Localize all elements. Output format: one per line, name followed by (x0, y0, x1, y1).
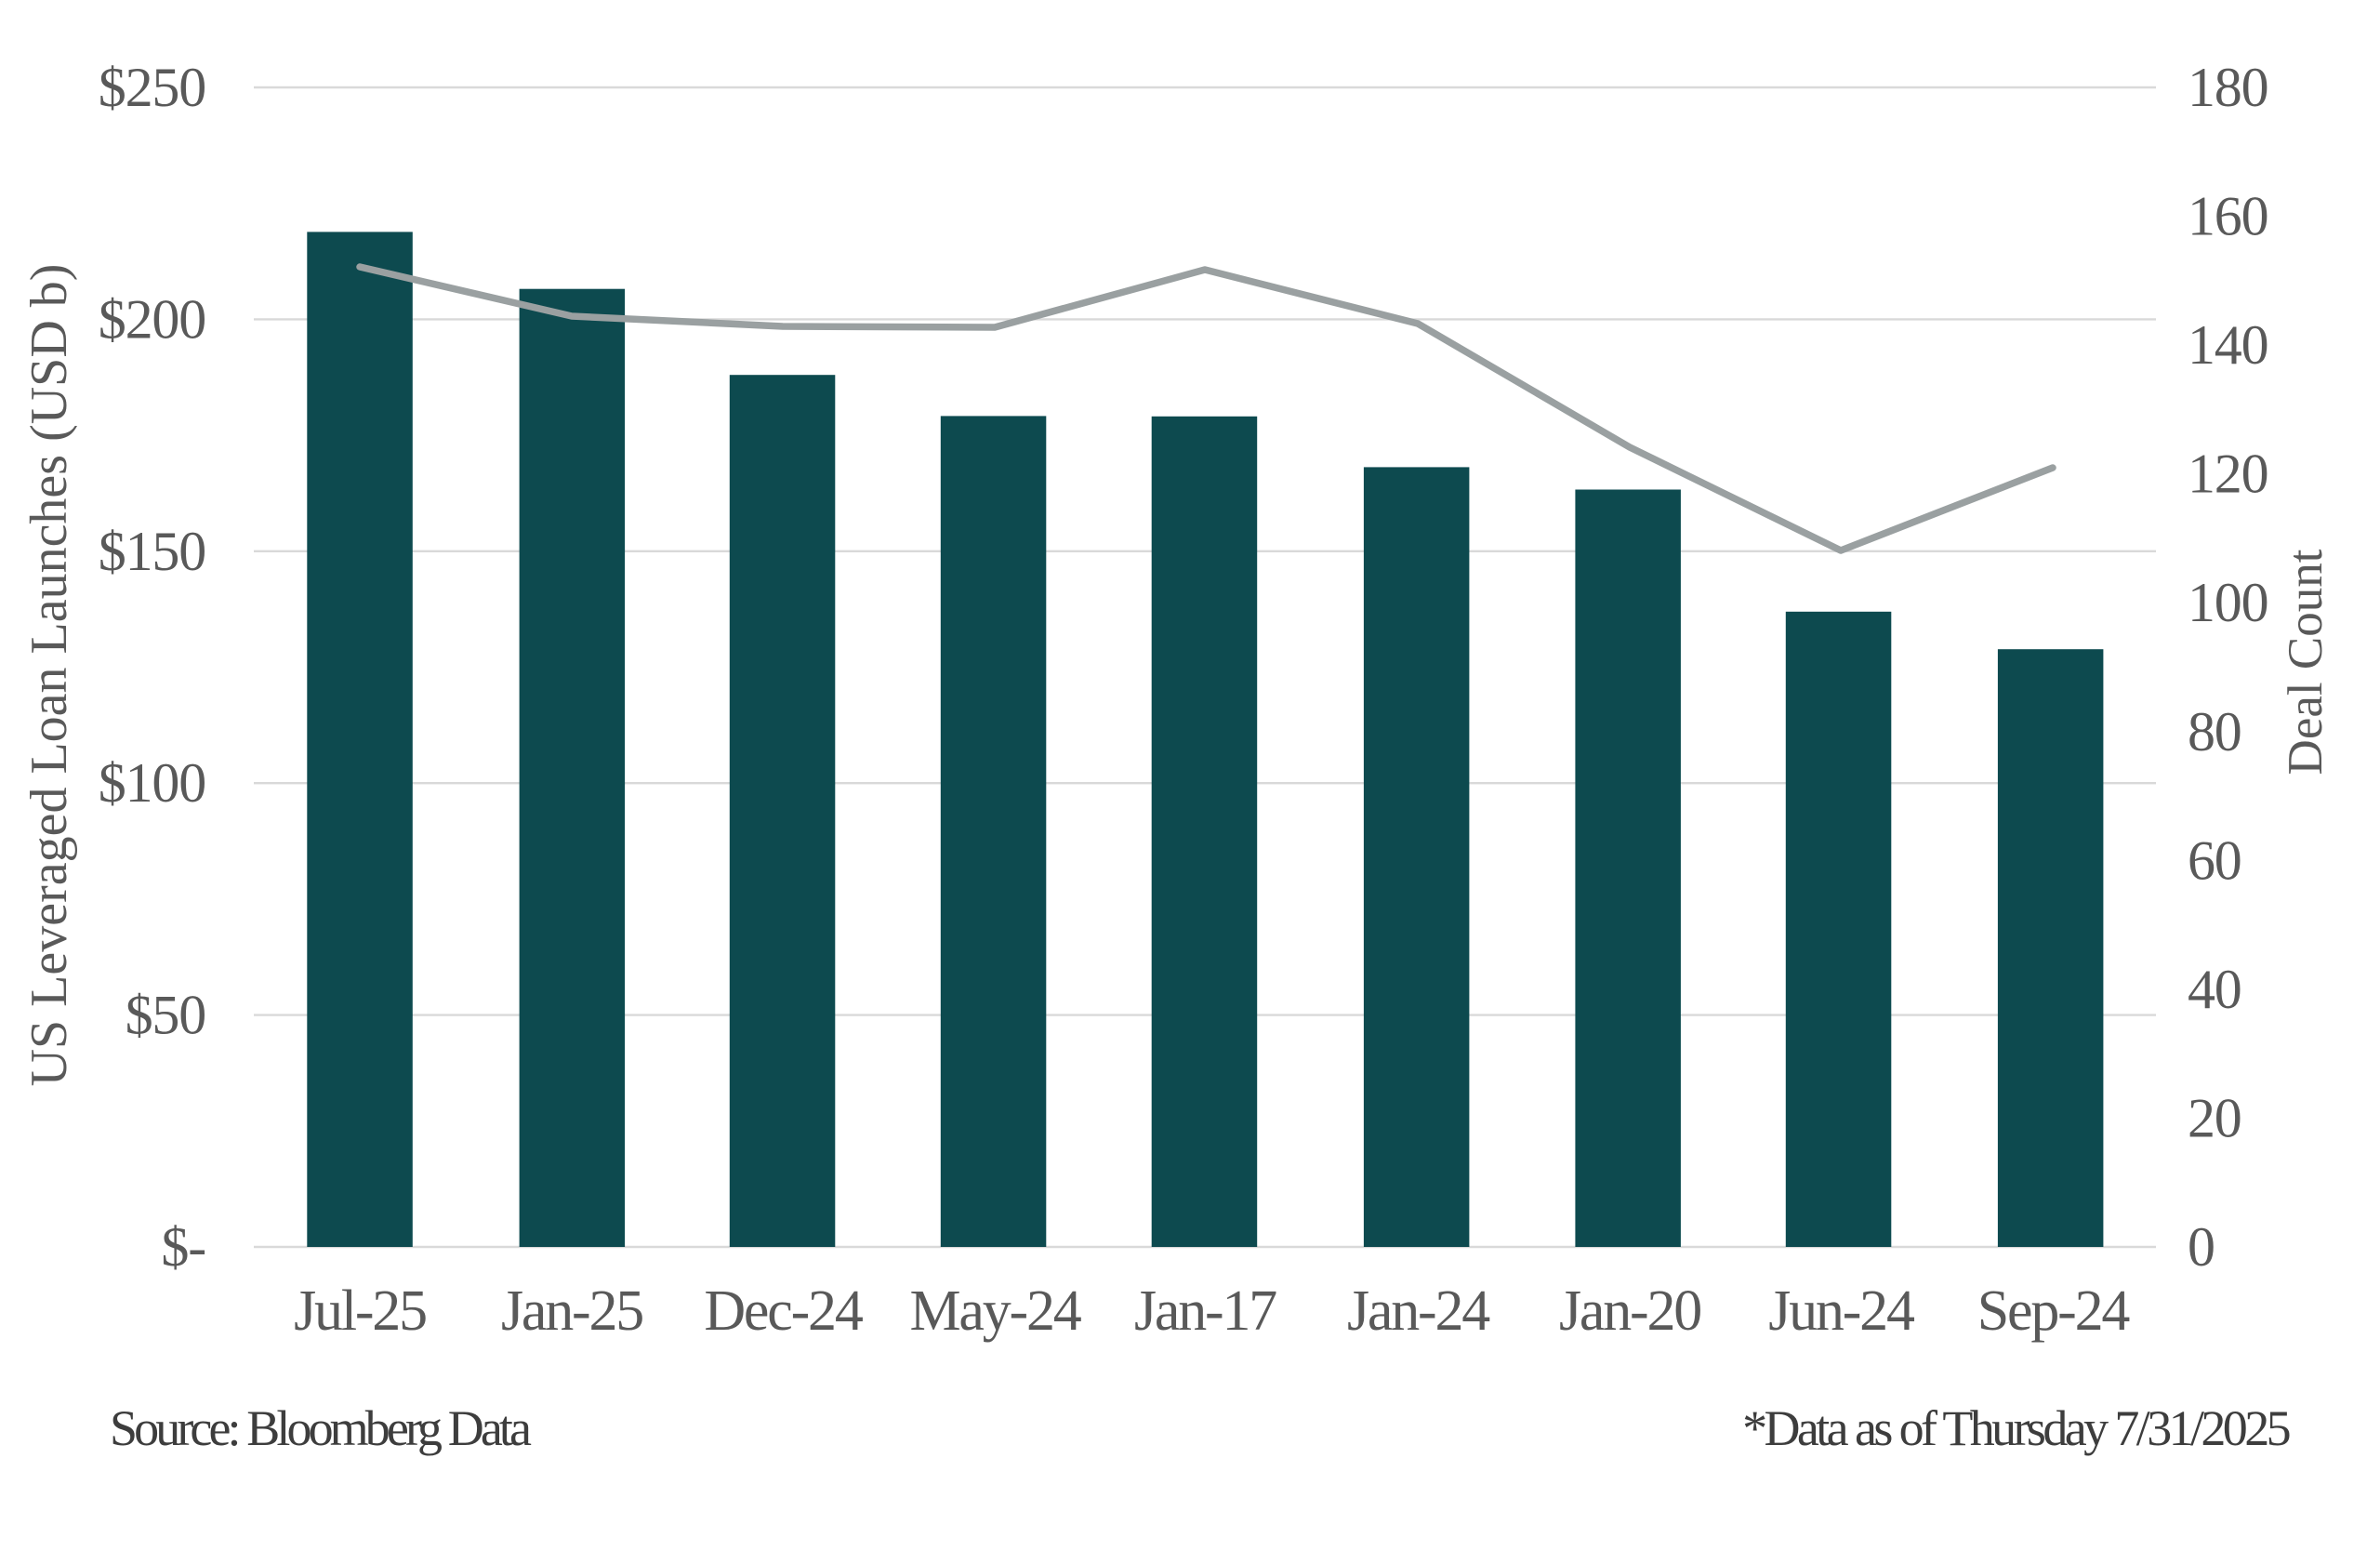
svg-text:20: 20 (2188, 1088, 2241, 1149)
svg-text:Jun-24: Jun-24 (1768, 1279, 1915, 1343)
svg-text:Jan-24: Jan-24 (1347, 1279, 1490, 1343)
svg-text:May-24: May-24 (909, 1279, 1081, 1343)
svg-text:100: 100 (2188, 572, 2268, 633)
svg-text:180: 180 (2188, 57, 2268, 118)
svg-text:$150: $150 (99, 521, 205, 582)
svg-text:140: 140 (2188, 314, 2268, 376)
svg-text:Source: Bloomberg Data: Source: Bloomberg Data (110, 1400, 532, 1456)
svg-text:Dec-24: Dec-24 (704, 1279, 863, 1343)
svg-text:US Leveraged Loan Launches (US: US Leveraged Loan Launches (USD b) (20, 264, 78, 1087)
svg-text:40: 40 (2188, 959, 2241, 1020)
svg-text:60: 60 (2188, 829, 2241, 891)
svg-text:80: 80 (2188, 701, 2241, 762)
svg-text:*Data as of Thursday 7/31/2025: *Data as of Thursday 7/31/2025 (1742, 1400, 2289, 1456)
svg-text:$50: $50 (126, 985, 205, 1046)
svg-text:Jan-20: Jan-20 (1559, 1279, 1700, 1343)
svg-text:$200: $200 (99, 288, 205, 350)
svg-text:120: 120 (2188, 444, 2268, 505)
svg-text:$250: $250 (99, 57, 205, 118)
svg-text:160: 160 (2188, 186, 2268, 247)
svg-text:Jan-17: Jan-17 (1134, 1279, 1276, 1343)
svg-text:Jul-25: Jul-25 (294, 1279, 426, 1343)
svg-text:$100: $100 (99, 752, 205, 814)
svg-text:$-: $- (161, 1216, 205, 1278)
svg-text:Jan-25: Jan-25 (501, 1279, 642, 1343)
svg-text:Sep-24: Sep-24 (1977, 1279, 2131, 1343)
svg-text:Deal Count: Deal Count (2279, 549, 2333, 775)
svg-text:0: 0 (2188, 1216, 2215, 1278)
